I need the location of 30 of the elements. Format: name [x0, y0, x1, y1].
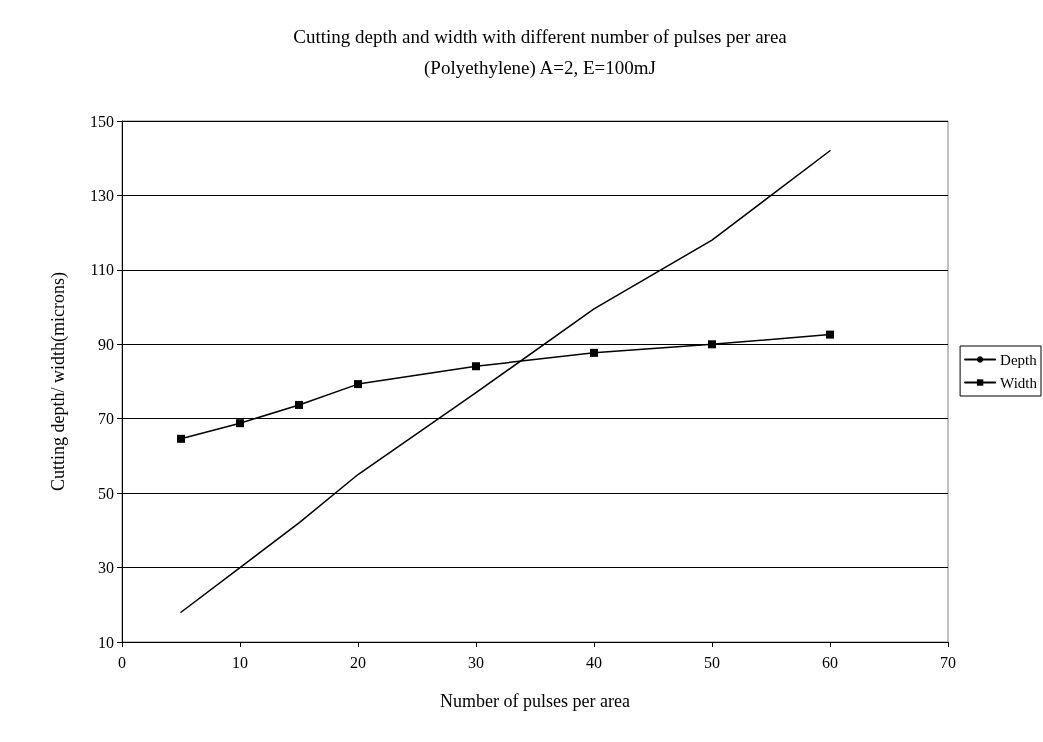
point [177, 434, 185, 443]
point [295, 400, 303, 409]
chart-subtitle: (Polyethylene) A=2, E=100mJ [424, 57, 656, 79]
chart-title: Cutting depth and width with different number of pulses per area [293, 26, 788, 47]
point [472, 362, 480, 371]
y-axis-title: Cutting depth/ width(microns) [48, 272, 69, 491]
y-tick-label: 70 [98, 410, 114, 428]
x-tick-label: 60 [822, 653, 838, 671]
y-tick-label: 10 [98, 633, 114, 651]
x-tick-label: 0 [118, 653, 126, 671]
y-tick-label: 30 [98, 559, 114, 577]
y-tick-label: 150 [90, 112, 114, 130]
x-tick-label: 40 [586, 653, 602, 671]
x-tick-label: 30 [468, 653, 484, 671]
legend-label: Width [1000, 374, 1038, 391]
point [708, 340, 716, 349]
y-tick-label: 90 [98, 335, 114, 353]
x-axis-title: Number of pulses per area [440, 691, 630, 711]
x-tick-label: 70 [940, 653, 956, 671]
point [236, 419, 244, 428]
y-tick-label: 110 [90, 261, 114, 279]
point [354, 380, 362, 389]
point [590, 348, 598, 357]
y-tick-label: 130 [90, 186, 114, 204]
point [826, 330, 834, 339]
y-tick-label: 50 [98, 484, 114, 502]
legend-label: Depth [1000, 351, 1038, 368]
x-tick-label: 10 [232, 653, 248, 671]
x-tick-label: 50 [704, 653, 720, 671]
x-tick-label: 20 [350, 653, 366, 671]
